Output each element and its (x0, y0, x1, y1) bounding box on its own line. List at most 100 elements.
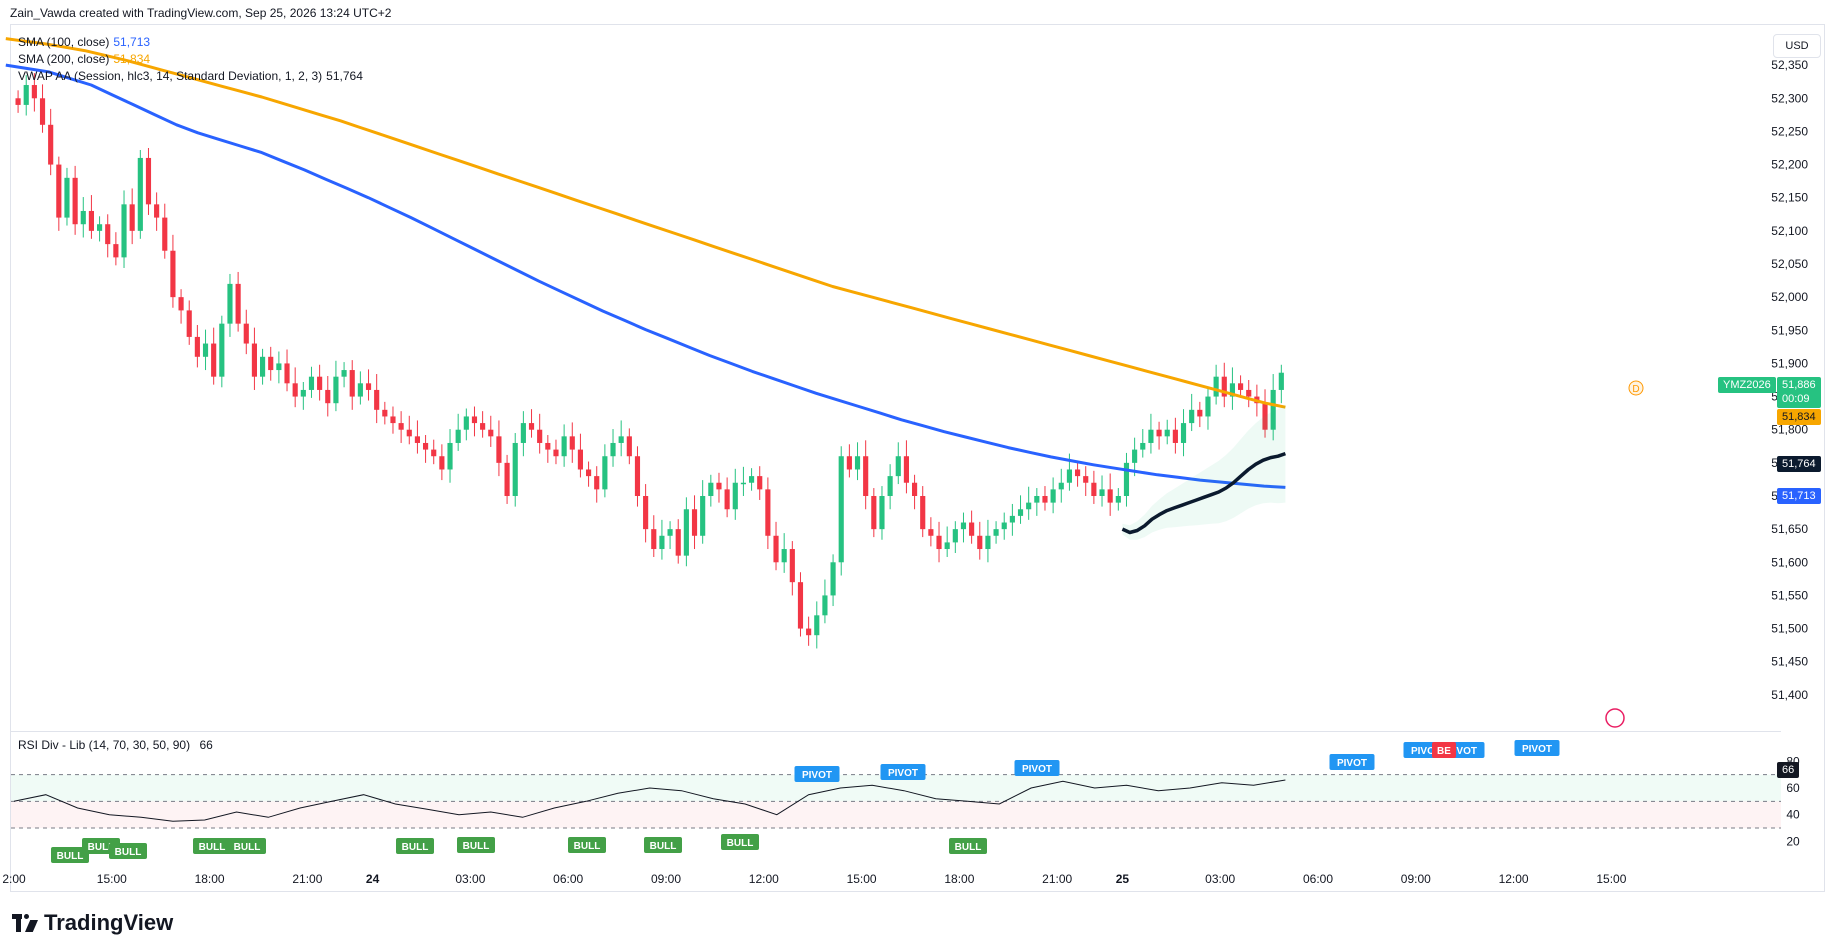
pane-divider[interactable] (11, 731, 1781, 732)
x-tick-label: 18:00 (195, 872, 225, 886)
rsi-signal-label: BULL (650, 841, 677, 852)
y-tick-label: 51,450 (1771, 655, 1808, 669)
y-tick-label: 51,600 (1771, 555, 1808, 569)
candle-body (528, 423, 535, 430)
x-tick-label: 06:00 (553, 872, 583, 886)
candle-body (708, 482, 714, 496)
legend-vwap[interactable]: VWAP AA (Session, hlc3, 14, Standard Dev… (18, 69, 363, 83)
rsi-signal-badge (193, 838, 231, 854)
candle-body (423, 442, 429, 450)
candle-body (1262, 403, 1268, 430)
x-tick-label: 09:00 (651, 872, 681, 886)
legend-sma200[interactable]: SMA (200, close) 51,834 (18, 52, 150, 66)
candle-body (243, 323, 249, 344)
tradingview-logo-icon (12, 914, 38, 932)
candle-body (97, 224, 103, 231)
candle-body (325, 389, 331, 404)
candle-body (675, 529, 681, 556)
candle-body (398, 423, 404, 430)
x-tick-label: 15:00 (97, 872, 127, 886)
candle-body (1189, 409, 1195, 424)
y-tick-label: 51,650 (1771, 522, 1808, 536)
rsi-signal-label: PIVOT (1411, 746, 1441, 757)
rsi-signal-badge (794, 766, 840, 782)
attribution-header: Zain_Vawda created with TradingView.com,… (10, 6, 392, 20)
legend-sma200-label: SMA (200, close) (18, 52, 110, 66)
tradingview-logo[interactable]: TradingView (12, 910, 173, 936)
candle-body (830, 562, 836, 596)
candle-body (1083, 476, 1089, 483)
candle-body (1148, 429, 1154, 443)
rsi-signal-badge (949, 838, 987, 854)
rsi-signal-label: PIVOT (888, 768, 918, 779)
legend-vwap-value: 51,764 (326, 69, 363, 83)
bar-countdown: 00:09 (1782, 393, 1810, 405)
candle-body (594, 476, 600, 490)
tradingview-brand: TradingView (44, 910, 174, 935)
candle-body (854, 456, 861, 470)
vwap-price-badge: 51,764 (1777, 456, 1821, 472)
candle-body (960, 522, 967, 530)
x-tick-label: 24 (366, 872, 380, 886)
candle-body (154, 204, 160, 218)
candle-body (985, 535, 991, 550)
sma100-line (5, 63, 1286, 489)
candle-body (944, 542, 950, 550)
symbol-badge: YMZ2026 (1718, 377, 1776, 393)
sma200-price-badge: 51,834 (1777, 409, 1821, 425)
rsi-signal-label: PIVOT (802, 770, 832, 781)
y-tick-label: 52,000 (1771, 290, 1808, 304)
rsi-legend[interactable]: RSI Div - Lib (14, 70, 30, 50, 90) 66 (18, 738, 213, 752)
candle-body (1164, 429, 1170, 437)
candle-body (512, 442, 518, 496)
candle-body (1115, 496, 1121, 503)
candle-body (365, 383, 372, 390)
candle-body (952, 529, 958, 543)
candle-body (553, 449, 559, 457)
candle-body (822, 595, 828, 616)
candle-body (431, 449, 437, 457)
candle-body (390, 416, 396, 424)
rsi-signal-label: PIVOT (1022, 764, 1052, 775)
candle-body (577, 449, 583, 470)
candle-body (1270, 389, 1276, 430)
rsi-signal-label: PIVOT (1522, 744, 1552, 755)
currency-button[interactable]: USD (1773, 34, 1821, 58)
legend-sma100[interactable]: SMA (100, close) 51,713 (18, 35, 150, 49)
y-tick-label: 52,100 (1771, 224, 1808, 238)
last-price: 51,886 (1782, 379, 1816, 391)
candle-body (178, 297, 184, 311)
y-tick-label: 51,400 (1771, 688, 1808, 702)
candle-body (105, 224, 111, 245)
candle-body (227, 283, 233, 324)
candle-body (1107, 489, 1113, 503)
candle-body (797, 582, 804, 629)
candle-body (349, 370, 355, 397)
x-tick-label: 15:00 (1596, 872, 1626, 886)
y-tick-label: 51,500 (1771, 622, 1808, 636)
candle-body (471, 416, 478, 424)
candle-body (789, 549, 795, 583)
candle-body (1278, 372, 1284, 390)
x-tick-label: 03:00 (455, 872, 485, 886)
candle-body (724, 489, 730, 510)
candle-body (618, 436, 624, 443)
candle-body (643, 496, 649, 530)
candle-body (113, 244, 119, 258)
candle-body (887, 476, 893, 496)
candle-body (920, 496, 926, 530)
x-tick-label: 21:00 (1042, 872, 1072, 886)
legend-sma100-value: 51,713 (113, 35, 151, 49)
y-tick-label: 52,200 (1771, 158, 1808, 172)
candle-body (1221, 376, 1227, 397)
candle-body (537, 429, 543, 443)
candle-body (700, 496, 706, 536)
rsi-signal-label: BULL (727, 838, 754, 849)
rsi-tick-label: 20 (1786, 834, 1800, 848)
candle-body (732, 482, 738, 510)
dividend-marker (1628, 380, 1644, 396)
y-tick-label: 51,900 (1771, 356, 1808, 370)
rsi-signal-badge (1432, 742, 1456, 758)
candle-body (260, 356, 266, 377)
